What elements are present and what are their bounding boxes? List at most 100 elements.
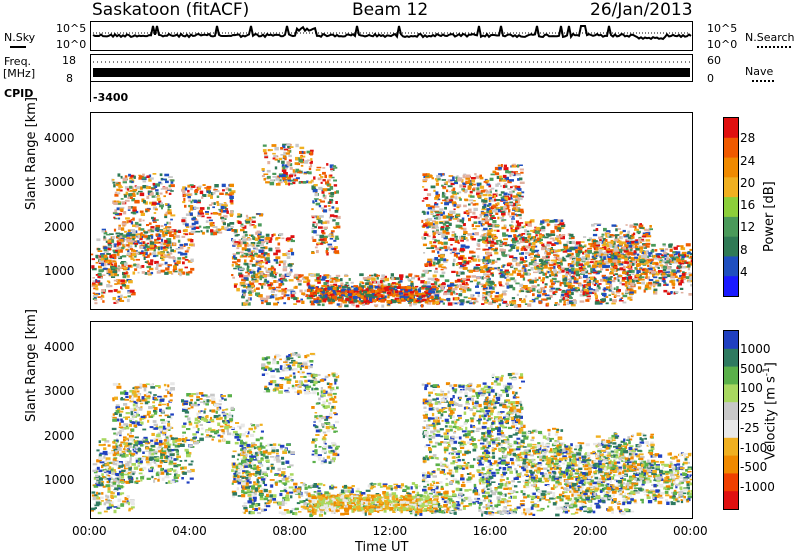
range-cell (576, 258, 581, 261)
range-cell (331, 170, 333, 172)
range-cell (287, 180, 291, 182)
range-cell (529, 280, 534, 283)
range-cell (435, 247, 439, 250)
range-cell (423, 198, 428, 200)
range-cell (440, 258, 443, 261)
range-cell (428, 222, 433, 225)
range-cell (119, 300, 124, 302)
range-cell (513, 234, 516, 237)
range-cell (400, 289, 403, 291)
range-cell (603, 241, 606, 244)
range-cell (258, 267, 262, 270)
range-cell (248, 238, 251, 241)
range-cell (206, 230, 208, 233)
range-cell (123, 296, 127, 298)
range-cell (622, 293, 624, 295)
range-cell (118, 247, 121, 250)
range-cell (159, 264, 164, 266)
range-cell (206, 220, 209, 223)
range-cell (567, 241, 570, 244)
range-cell (150, 244, 155, 247)
range-cell (612, 299, 617, 302)
power-panel (90, 112, 693, 310)
range-cell (593, 240, 598, 242)
range-cell (688, 293, 691, 296)
range-cell (669, 243, 673, 245)
range-cell (532, 285, 537, 287)
range-cell (517, 273, 521, 276)
range-cell (121, 247, 124, 249)
range-cell (275, 166, 277, 169)
range-cell (266, 234, 270, 237)
range-cell (433, 262, 436, 265)
range-cell (267, 176, 271, 179)
range-cell (519, 165, 523, 167)
range-cell (160, 202, 163, 205)
range-cell (327, 299, 331, 302)
range-cell (635, 248, 639, 251)
range-cell (682, 273, 686, 276)
range-cell (506, 273, 509, 275)
range-cell (138, 235, 141, 238)
range-cell (507, 286, 510, 289)
range-cell (522, 238, 524, 241)
range-cell (126, 235, 130, 237)
range-cell (203, 184, 206, 186)
range-cell (669, 280, 673, 282)
range-cell (177, 257, 181, 260)
range-cell (160, 246, 162, 249)
range-cell (681, 245, 684, 248)
range-cell (659, 248, 664, 250)
range-cell (125, 249, 128, 251)
range-cell (248, 292, 252, 294)
range-cell (641, 282, 645, 285)
range-cell (491, 229, 493, 232)
range-cell (483, 273, 487, 275)
range-cell (235, 235, 239, 237)
range-cell (194, 200, 198, 203)
range-cell (221, 206, 225, 209)
range-cell (426, 204, 430, 207)
range-cell (133, 264, 137, 267)
range-cell (439, 208, 443, 210)
range-cell (247, 288, 252, 291)
range-cell (582, 256, 586, 259)
range-cell (271, 234, 273, 237)
range-cell (642, 279, 645, 281)
range-cell (452, 176, 455, 179)
freq-band (93, 68, 690, 77)
range-cell (619, 282, 622, 285)
range-cell (483, 194, 488, 196)
range-cell (293, 169, 295, 172)
range-cell (549, 274, 551, 277)
range-cell (515, 268, 518, 270)
range-cell (627, 231, 630, 234)
range-cell (635, 241, 639, 243)
range-cell (454, 288, 458, 290)
range-cell (259, 239, 264, 241)
range-cell (484, 262, 488, 264)
range-cell (316, 234, 320, 236)
nsearch-label: N.Search (745, 31, 795, 44)
range-cell (466, 212, 469, 214)
range-cell (614, 266, 618, 268)
range-cell (614, 273, 618, 275)
range-cell (239, 274, 244, 277)
range-cell (686, 243, 691, 246)
range-cell (124, 231, 127, 233)
range-cell (365, 282, 369, 285)
range-cell (418, 277, 420, 280)
range-cell (633, 233, 635, 236)
range-cell (401, 286, 406, 289)
range-cell (657, 253, 661, 255)
range-cell (283, 266, 288, 268)
range-cell (153, 183, 156, 186)
range-cell (330, 192, 334, 195)
range-cell (423, 252, 425, 254)
range-cell (276, 287, 281, 289)
range-cell (126, 220, 128, 223)
range-cell (260, 261, 265, 263)
range-cell (335, 236, 338, 239)
range-cell (501, 227, 506, 230)
range-cell (276, 250, 281, 253)
